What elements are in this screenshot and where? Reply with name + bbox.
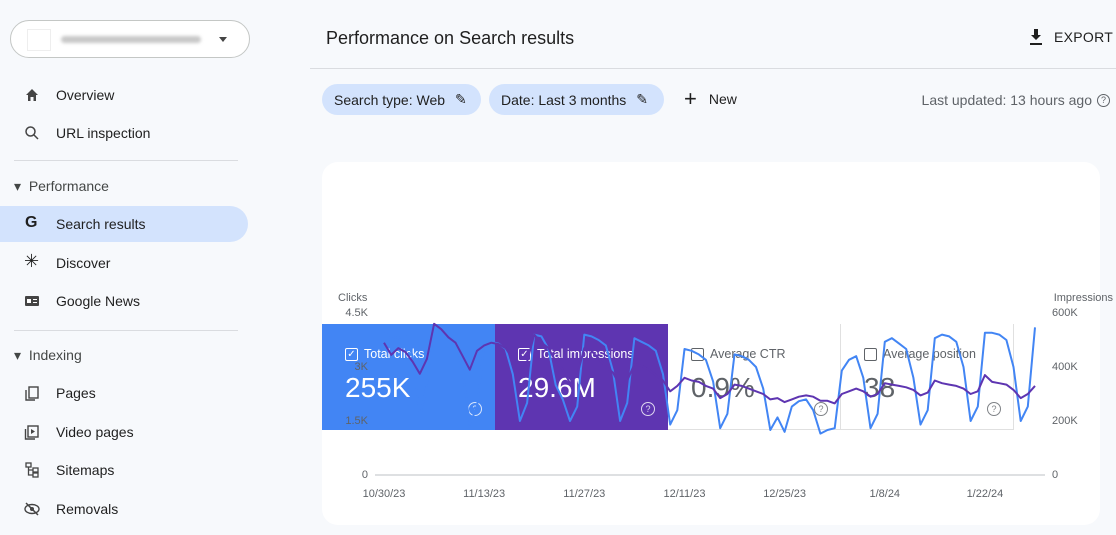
filter-chip[interactable]: Search type: Web ✎ <box>322 84 481 115</box>
icon: G <box>25 214 38 231</box>
icon: ✳ <box>24 251 40 271</box>
nav-item[interactable]: G Search results <box>0 206 248 242</box>
last-updated-text: Last updated: 13 hours ago <box>921 92 1092 108</box>
section-title: Performance <box>28 178 109 194</box>
help-icon[interactable]: ? <box>987 402 1001 416</box>
x-tick-label: 11/13/23 <box>463 488 505 500</box>
metric-name: Average CTR <box>710 347 786 361</box>
help-icon[interactable]: ? <box>641 402 655 416</box>
blurred-property <box>61 36 201 43</box>
checkbox[interactable]: ✓ <box>345 347 358 361</box>
nav-label: URL inspection <box>56 125 151 141</box>
series-line <box>383 322 1036 405</box>
x-tick-label: 1/22/24 <box>967 488 1004 500</box>
divider <box>14 160 238 161</box>
icon <box>26 89 38 101</box>
filter-chip[interactable]: Date: Last 3 months ✎ <box>489 84 664 115</box>
export-button[interactable]: EXPORT <box>1028 28 1113 46</box>
nav-label: Pages <box>56 385 96 401</box>
y2-tick-label: 400K <box>1052 361 1078 373</box>
divider <box>14 330 238 331</box>
y-tick-label: 1.5K <box>345 415 368 427</box>
x-tick-label: 1/8/24 <box>869 488 900 500</box>
y2-axis-title: Impressions <box>1054 292 1114 304</box>
chip-label: Search type: Web <box>334 91 446 108</box>
performance-card: ✓ Total clicks 255K? ✓ Total impressions 29.6… <box>322 162 1100 525</box>
checkbox[interactable] <box>691 347 704 361</box>
y-tick-label: 0 <box>362 469 368 481</box>
x-tick-label: 11/27/23 <box>563 488 605 500</box>
y-tick-label: 4.5K <box>345 307 368 319</box>
y2-tick-label: 0 <box>1052 469 1058 481</box>
plus-icon: + <box>684 86 697 111</box>
icon <box>24 425 39 440</box>
nav-label: Overview <box>56 87 115 103</box>
nav-item[interactable]: Overview <box>0 77 248 113</box>
icon <box>25 462 39 478</box>
divider <box>310 68 1116 69</box>
y-tick-label: 3K <box>355 361 369 373</box>
nav-item[interactable]: Google News <box>0 283 248 319</box>
new-filter[interactable]: + New <box>684 86 737 111</box>
x-tick-label: 10/30/23 <box>363 488 406 500</box>
icon <box>25 386 39 401</box>
help-icon[interactable]: ? <box>814 402 828 416</box>
nav-label: Removals <box>56 501 119 517</box>
property-icon <box>27 29 51 51</box>
x-tick-label: 12/11/23 <box>663 488 705 500</box>
nav-label: Video pages <box>56 424 134 440</box>
last-updated: Last updated: 13 hours ago? <box>922 92 1110 108</box>
page-title: Performance on Search results <box>326 28 575 48</box>
y2-tick-label: 200K <box>1052 415 1078 427</box>
dropdown-arrow <box>219 37 227 46</box>
icon <box>24 502 40 516</box>
nav-item[interactable]: Video pages <box>0 414 248 450</box>
download-icon <box>1030 29 1042 45</box>
x-tick-label: 12/25/23 <box>763 488 806 500</box>
checkbox[interactable]: ✓ <box>518 347 531 361</box>
section-header[interactable]: ▾ Performance <box>14 178 109 194</box>
nav-item[interactable]: ✳ Discover <box>0 245 248 281</box>
y2-tick-label: 600K <box>1052 307 1078 319</box>
metric-tile[interactable]: Average CTR 0.9%? <box>668 324 841 430</box>
export-label: EXPORT <box>1054 29 1114 45</box>
metric-value: 255K <box>345 372 411 403</box>
help-icon[interactable]: ? <box>1097 93 1110 107</box>
nav-item[interactable]: Pages <box>0 375 248 411</box>
y-axis-title: Clicks <box>338 292 368 304</box>
icon <box>25 126 39 140</box>
edit-icon: ✎ <box>455 91 467 107</box>
nav-item[interactable]: URL inspection <box>0 115 248 151</box>
section-header[interactable]: ▾ Indexing <box>14 347 82 363</box>
nav-label: Sitemaps <box>56 462 115 478</box>
nav-label: Google News <box>56 293 141 309</box>
edit-icon: ✎ <box>636 91 649 107</box>
new-label: New <box>708 91 737 107</box>
icon <box>25 296 39 306</box>
property-selector[interactable] <box>10 20 250 58</box>
chip-label: Date: Last 3 months <box>501 91 627 108</box>
nav-label: Search results <box>56 216 146 232</box>
section-title: Indexing <box>28 347 82 363</box>
metric-label: Average CTR <box>691 347 786 361</box>
nav-item[interactable]: Sitemaps <box>0 452 248 488</box>
nav-item[interactable]: Removals <box>0 491 248 527</box>
checkbox[interactable] <box>864 347 877 361</box>
nav-label: Discover <box>56 255 111 271</box>
